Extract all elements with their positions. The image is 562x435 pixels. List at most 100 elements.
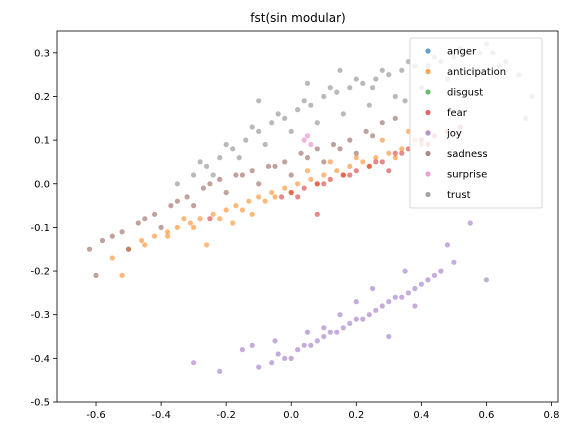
data-point-fear-15 [295, 194, 301, 200]
y-axis: -0.5 -0.4 -0.3 -0.2 -0.1 0.0 0.1 0.2 0.3 [30, 48, 57, 409]
data-point-anticipation-17 [321, 172, 327, 178]
legend-label-anticipation: anticipation [447, 67, 506, 78]
data-point-trust-42 [262, 141, 268, 148]
data-point-joy-24 [314, 338, 320, 344]
data-point-trust-11 [321, 93, 327, 100]
data-point-trust-35 [379, 67, 385, 73]
data-point-trust-40 [210, 172, 216, 178]
data-point-anticipation-47 [327, 159, 333, 165]
data-point-anticipation-26 [142, 242, 148, 248]
data-point-trust-16 [386, 72, 392, 78]
data-point-joy-35 [321, 325, 327, 331]
data-point-sadness-4 [152, 211, 158, 217]
data-point-joy-41 [337, 312, 343, 318]
x-tick-label: 0.8 [544, 410, 560, 421]
data-point-sadness-17 [363, 128, 369, 134]
data-point-trust-34 [353, 76, 359, 82]
data-point-trust-7 [269, 120, 275, 126]
y-tick-label: 0.0 [34, 179, 50, 190]
data-point-anticipation-30 [239, 207, 245, 213]
data-point-joy-4 [308, 342, 314, 348]
x-tick-label: 0.4 [413, 410, 429, 421]
legend-marker-anger [425, 48, 431, 54]
data-point-trust-1 [191, 172, 197, 178]
data-point-anticipation-14 [282, 185, 288, 191]
data-point-joy-11 [399, 294, 405, 300]
data-point-trust-6 [256, 128, 262, 134]
data-point-anticipation-19 [347, 163, 353, 169]
data-point-joy-37 [353, 299, 359, 305]
data-point-fear-5 [340, 172, 346, 178]
y-tick-label: -0.5 [30, 398, 50, 409]
data-point-joy-10 [386, 299, 392, 305]
legend-marker-sadness [425, 150, 431, 157]
data-point-anticipation-44 [204, 242, 210, 248]
data-point-trust-0 [174, 181, 180, 187]
legend-marker-trust [425, 191, 431, 198]
data-point-sadness-5 [168, 203, 174, 209]
data-point-sadness-36 [353, 150, 359, 156]
data-point-anticipation-39 [181, 216, 187, 222]
data-point-joy-30 [191, 360, 197, 366]
data-point-fear-2 [301, 185, 307, 191]
data-point-trust-56 [370, 85, 376, 91]
data-point-anticipation-20 [360, 159, 366, 165]
data-point-anticipation-42 [353, 155, 359, 161]
data-point-joy-27 [392, 294, 398, 300]
legend-marker-anticipation [425, 68, 431, 75]
data-point-anticipation-9 [223, 207, 229, 213]
data-point-anticipation-29 [217, 216, 223, 222]
data-point-anticipation-0 [109, 255, 115, 261]
legend-box [409, 37, 543, 209]
data-point-joy-14 [438, 268, 444, 274]
data-point-joy-19 [353, 316, 359, 322]
data-point-joy-8 [360, 316, 366, 322]
data-point-joy-12 [412, 285, 418, 292]
data-point-sadness-15 [330, 141, 337, 148]
x-tick-label: -0.4 [151, 410, 171, 421]
data-point-joy-9 [373, 307, 379, 313]
data-point-sadness-13 [298, 150, 304, 156]
data-point-surprise-0 [301, 137, 307, 143]
legend-label-anger: anger [447, 47, 477, 58]
data-point-joy-38 [402, 268, 408, 274]
data-point-trust-14 [360, 80, 366, 86]
data-point-anticipation-48 [379, 137, 385, 143]
data-point-joy-17 [301, 342, 307, 348]
data-point-sadness-24 [272, 163, 278, 169]
data-point-joy-44 [412, 303, 418, 309]
data-point-fear-22 [314, 211, 320, 217]
data-point-fear-4 [327, 176, 333, 182]
data-point-anticipation-36 [392, 155, 398, 161]
legend-label-disgust: disgust [447, 88, 483, 99]
data-point-anticipation-16 [308, 176, 314, 182]
data-point-anticipation-23 [399, 146, 405, 152]
data-point-trust-12 [334, 89, 340, 95]
data-point-joy-34 [386, 333, 392, 340]
data-point-sadness-21 [174, 198, 180, 204]
data-point-joy-32 [444, 242, 450, 248]
data-point-anticipation-27 [165, 233, 171, 239]
data-point-trust-43 [288, 128, 294, 134]
data-point-sadness-12 [282, 159, 288, 165]
data-point-trust-4 [230, 146, 236, 152]
data-point-surprise-1 [304, 133, 311, 139]
data-point-trust-57 [402, 98, 408, 104]
data-point-joy-28 [418, 281, 424, 287]
data-point-sadness-33 [256, 181, 262, 187]
data-point-trust-15 [373, 76, 379, 82]
data-point-anticipation-46 [272, 194, 278, 200]
data-point-trust-47 [392, 93, 398, 100]
data-point-fear-23 [386, 168, 392, 174]
data-point-sadness-14 [314, 146, 320, 152]
data-point-joy-29 [217, 368, 223, 374]
data-point-joy-36 [272, 338, 278, 344]
data-point-sadness-20 [142, 216, 148, 222]
data-point-anticipation-6 [187, 220, 193, 226]
data-point-joy-22 [431, 272, 437, 278]
data-point-sadness-37 [392, 115, 398, 121]
data-point-fear-6 [353, 168, 359, 174]
data-point-joy-13 [425, 277, 431, 283]
legend-label-surprise: surprise [447, 170, 487, 181]
data-point-sadness-34 [288, 172, 294, 178]
